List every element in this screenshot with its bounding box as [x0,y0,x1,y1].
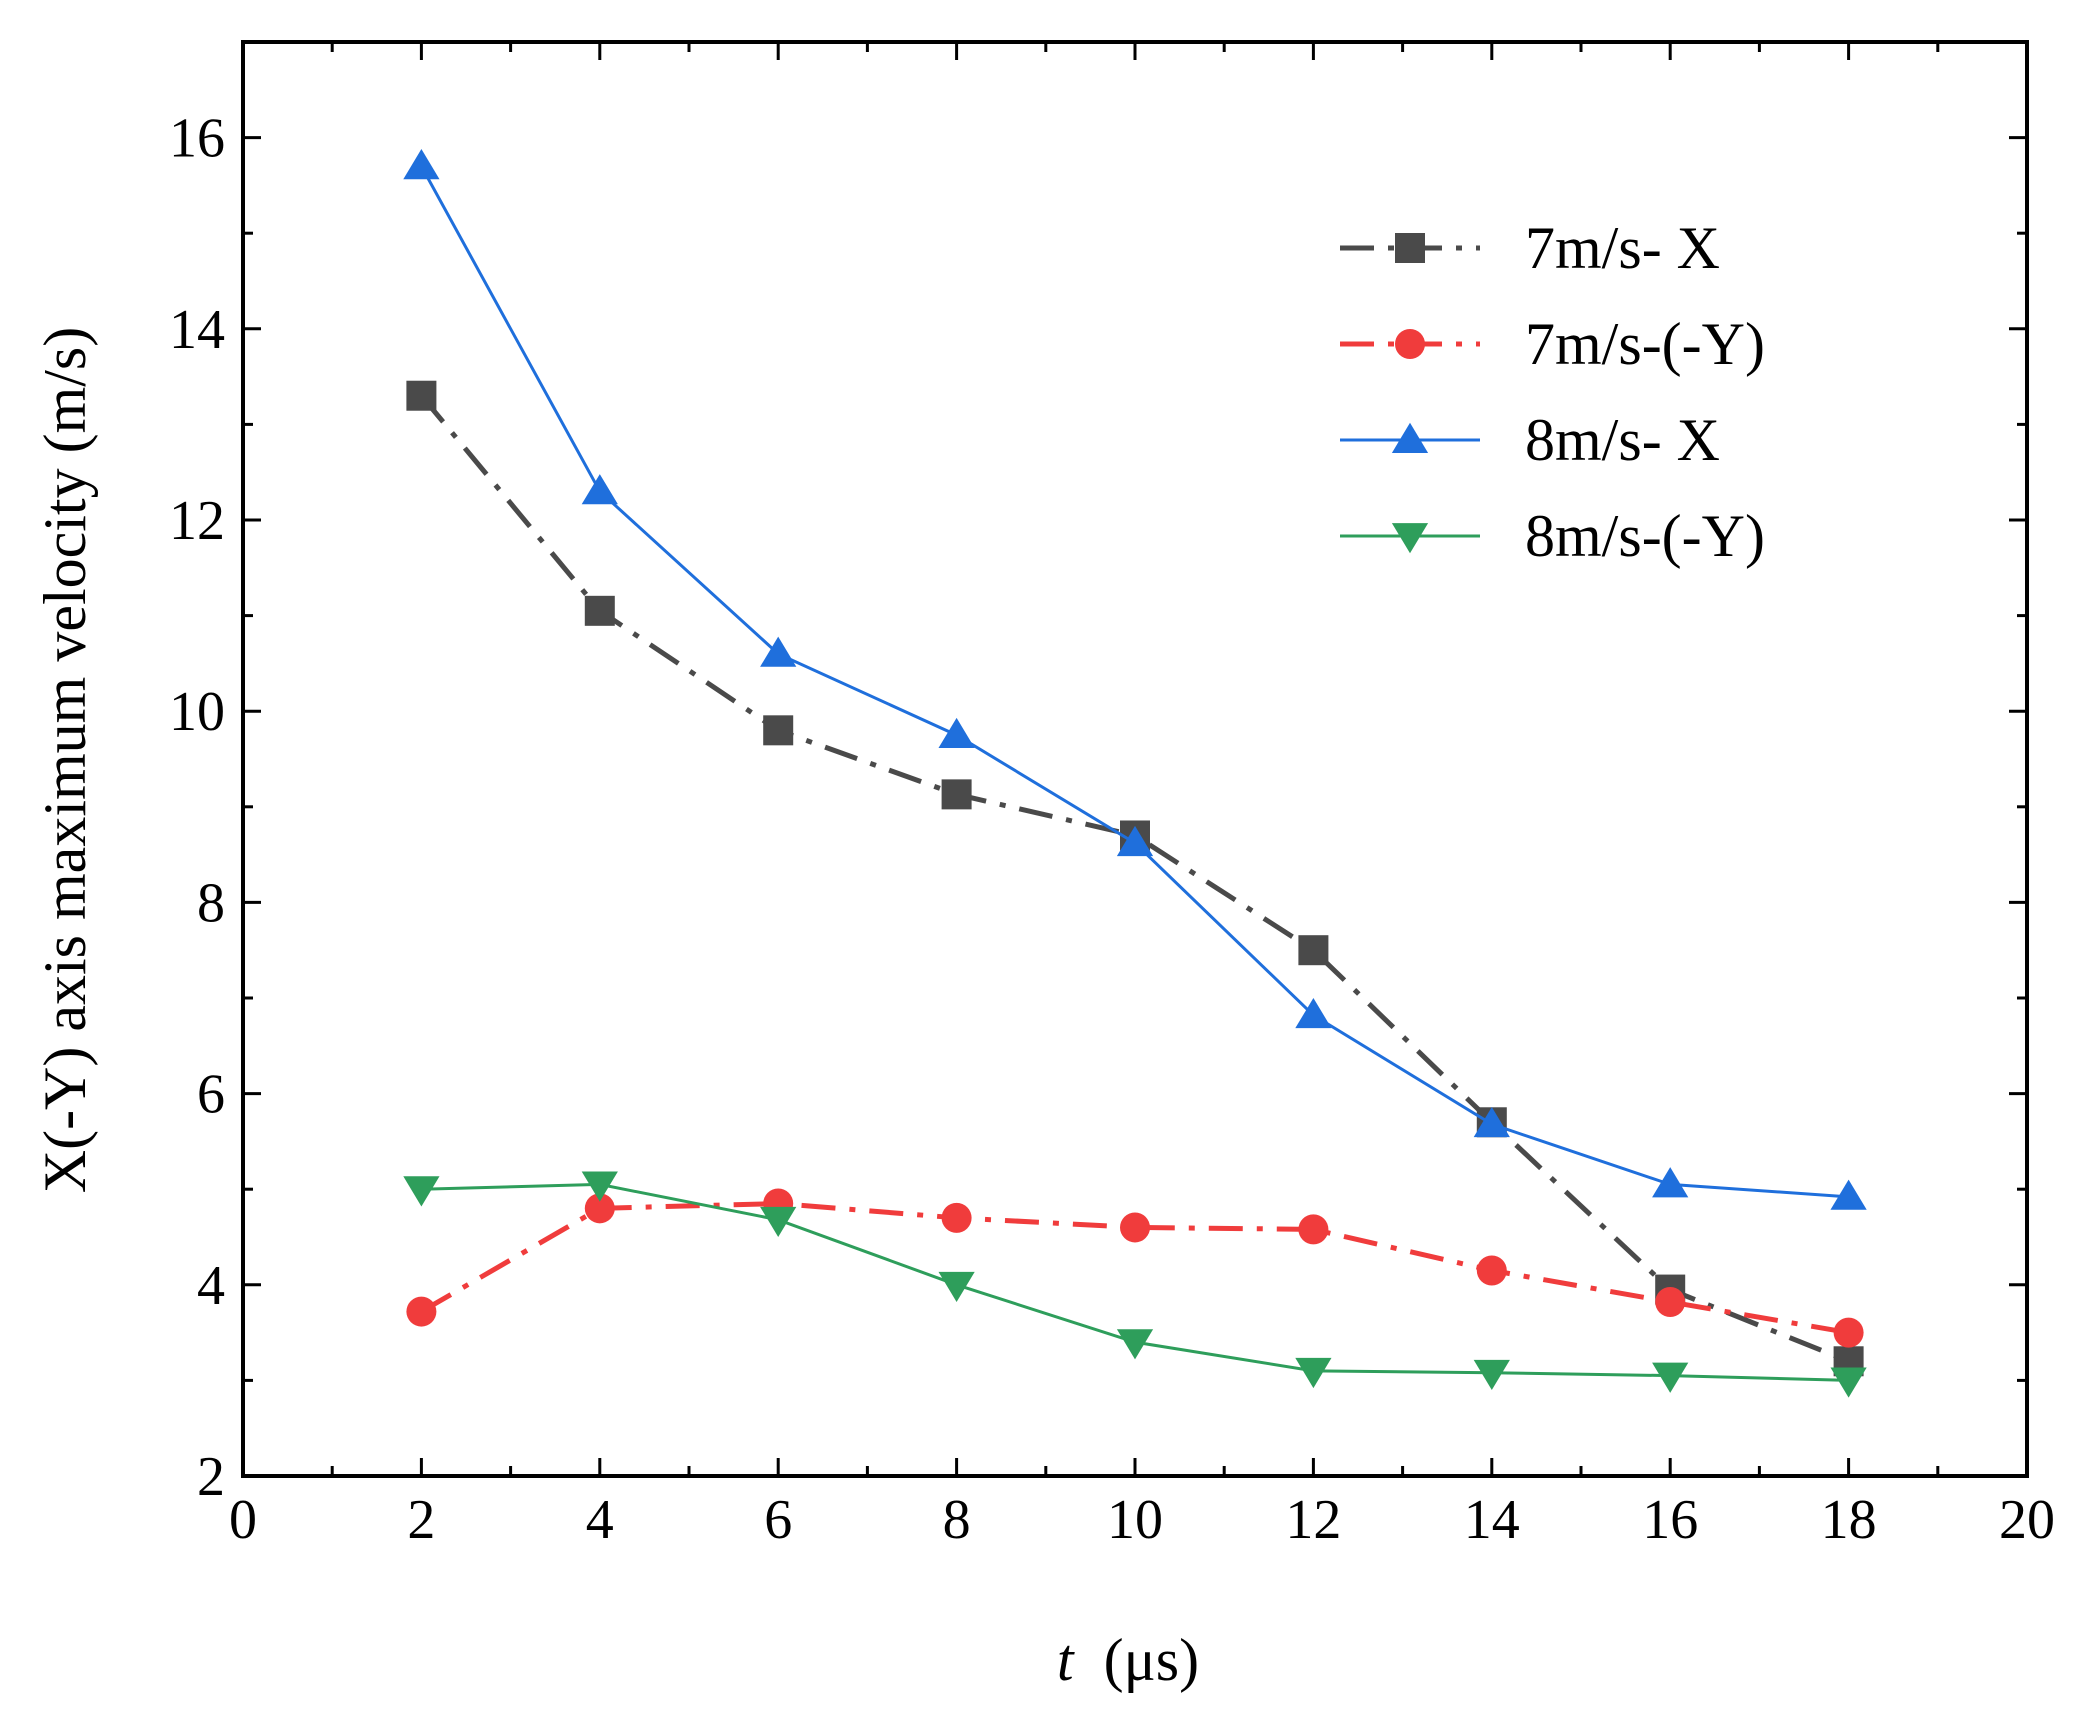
data-point [584,1193,615,1224]
x-tick-label: 12 [1285,1489,1341,1551]
x-tick-label: 20 [1999,1489,2055,1551]
y-tick-label: 2 [197,1446,225,1508]
data-point [938,717,975,749]
x-tick-label: 18 [1821,1489,1877,1551]
data-point [1652,1362,1689,1393]
legend-item: 7m/s- X [1340,215,1720,281]
data-point [581,474,618,505]
data-point [1830,1367,1867,1398]
y-tick-label: 14 [169,299,225,361]
data-point [941,779,972,810]
data-point [1655,1287,1686,1318]
data-point [763,715,794,746]
legend-item: 7m/s-(-Y) [1340,311,1765,377]
x-axis-unit: (μs) [1074,1627,1199,1693]
plot-frame [241,40,2029,1478]
x-axis-variable: t [1057,1627,1075,1693]
data-point [1120,1212,1150,1243]
y-tick-label: 12 [169,490,225,552]
y-tick-label: 4 [197,1255,225,1317]
y-axis: 2 4 6 8 10 12 14 16 [169,108,2027,1508]
y-tick-label: 6 [197,1064,225,1126]
data-point [1298,1214,1329,1245]
legend-item: 8m/s- X [1340,407,1720,473]
plot-content [403,149,1867,1398]
x-tick-label: 16 [1642,1489,1698,1551]
x-tick-label: 14 [1464,1489,1520,1551]
legend-item: 8m/s-(-Y) [1340,503,1765,569]
y-axis-title: X(-Y) axis maximum velocity (m/s) [32,327,98,1193]
legend-marker [1391,422,1429,453]
legend: 7m/s- X 7m/s-(-Y) 8m/s- X 8m/s-(-Y) [1340,215,1765,569]
x-tick-label: 4 [586,1489,614,1551]
data-point [938,1271,975,1303]
data-point [584,595,615,626]
data-point [1473,1359,1510,1391]
data-point [760,1206,797,1238]
x-tick-label: 0 [229,1489,257,1551]
data-point [1116,1329,1154,1360]
legend-label: 7m/s- X [1525,215,1720,281]
data-point [1298,935,1329,966]
data-point [1652,1167,1689,1198]
data-point [581,1171,618,1202]
y-tick-label: 10 [169,681,225,743]
data-point [403,149,440,180]
series-2 [406,1188,1864,1348]
x-axis: 0 2 4 6 8 10 12 14 16 18 20 [229,42,2055,1551]
legend-label: 8m/s- X [1525,407,1720,473]
x-tick-label: 2 [407,1489,435,1551]
data-point [760,636,797,667]
legend-label: 7m/s-(-Y) [1525,311,1765,377]
legend-label: 8m/s-(-Y) [1525,503,1765,569]
data-point [1833,1317,1864,1348]
x-tick-label: 6 [764,1489,792,1551]
series-4 [403,1171,1867,1398]
data-point [1116,825,1154,857]
legend-marker [1395,329,1425,359]
x-axis-title: t (μs) [1057,1627,1199,1693]
legend-marker [1395,233,1425,263]
data-point [1830,1179,1867,1210]
data-point [1473,1106,1510,1138]
data-point [403,1176,440,1207]
data-point [1295,1357,1332,1389]
data-point [406,380,437,411]
data-point [1295,997,1332,1029]
x-tick-label: 8 [943,1489,971,1551]
x-tick-label: 10 [1107,1489,1163,1551]
series-3 [403,149,1867,1210]
data-point [406,1296,437,1327]
y-tick-label: 16 [169,108,225,170]
y-tick-label: 8 [197,872,225,934]
data-point [1476,1255,1507,1286]
legend-marker [1391,523,1429,554]
series-line [420,1201,1850,1336]
data-point [941,1202,972,1233]
